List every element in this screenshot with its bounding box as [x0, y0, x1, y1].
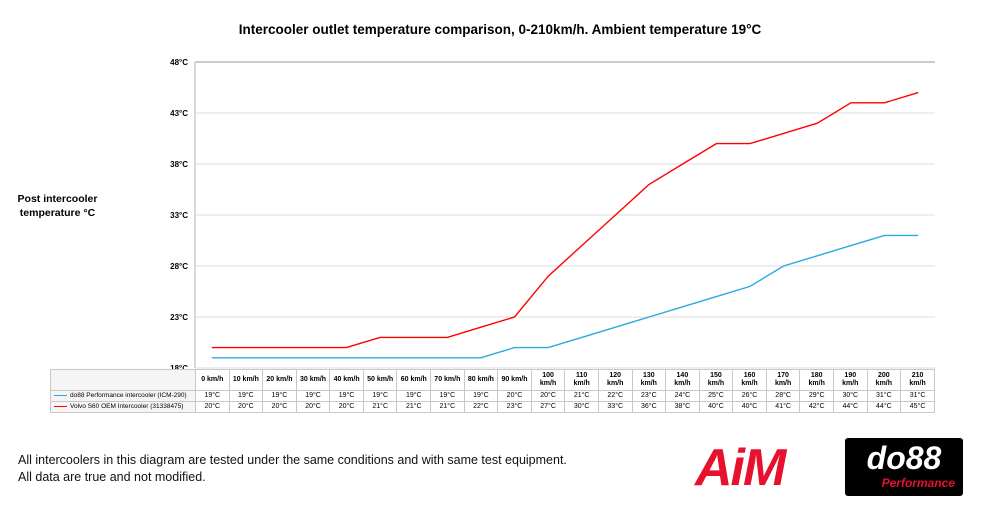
value-cell: 29°C [799, 390, 834, 402]
value-cell: 23°C [497, 401, 532, 413]
y-tick-label: 28°C [170, 261, 188, 271]
value-cell: 19°C [396, 390, 432, 402]
speed-header-cell: 20 km/h [262, 369, 297, 391]
legend-header-cell [50, 369, 196, 391]
speed-header-cell: 100 km/h [530, 369, 566, 391]
value-cell: 44°C [866, 401, 902, 413]
speed-header-cell: 170 km/h [765, 369, 801, 391]
footer-line1: All intercoolers in this diagram are tes… [18, 453, 567, 467]
value-cell: 41°C [765, 401, 801, 413]
value-cell: 38°C [665, 401, 700, 413]
table-row: do88 Performance intercooler (ICM-290) 19… [50, 390, 935, 402]
legend-line-marker [54, 405, 67, 407]
speed-header-cell: 60 km/h [396, 369, 432, 391]
series-label: Volvo S60 OEM Intercooler (31338475) [70, 403, 184, 411]
series-line-0 [211, 234, 919, 359]
series-legend-cell: Volvo S60 OEM Intercooler (31338475) [50, 401, 196, 413]
do88-logo-subtext: Performance [881, 476, 955, 490]
speed-header-cell: 130 km/h [631, 369, 667, 391]
series-legend-cell: do88 Performance intercooler (ICM-290) [50, 390, 196, 402]
aim-logo: AiM [695, 439, 786, 497]
series-line-1 [211, 91, 919, 349]
line-chart [194, 61, 935, 369]
speed-header-cell: 10 km/h [228, 369, 264, 391]
speed-header-cell: 50 km/h [362, 369, 398, 391]
speed-header-cell: 110 km/h [564, 369, 599, 391]
y-tick-label: 23°C [170, 312, 188, 322]
value-cell: 20°C [262, 401, 297, 413]
value-cell: 26°C [732, 390, 767, 402]
value-cell: 22°C [463, 401, 499, 413]
value-cell: 19°C [195, 390, 230, 402]
speed-header-cell: 80 km/h [463, 369, 499, 391]
chart-title: Intercooler outlet temperature compariso… [238, 22, 762, 37]
speed-header-cell: 30 km/h [295, 369, 331, 391]
legend-line-marker [54, 394, 67, 396]
value-cell: 19°C [362, 390, 398, 402]
do88-logo-text: do88 [866, 440, 942, 476]
speed-header-cell: 200 km/h [866, 369, 902, 391]
y-tick-label: 43°C [170, 108, 188, 118]
y-axis-label-line2: temperature °C [19, 207, 96, 220]
footer-text: All intercoolers in this diagram are tes… [18, 452, 567, 486]
value-cell: 19°C [329, 390, 364, 402]
value-cell: 33°C [597, 401, 633, 413]
value-cell: 27°C [530, 401, 566, 413]
y-tick-label: 33°C [170, 210, 188, 220]
value-cell: 21°C [396, 401, 432, 413]
y-axis-label: Post intercooler temperature °C [10, 192, 105, 220]
value-cell: 31°C [866, 390, 902, 402]
value-cell: 30°C [832, 390, 868, 402]
speed-header-cell: 190 km/h [832, 369, 868, 391]
value-cell: 20°C [295, 401, 331, 413]
speed-header-cell: 40 km/h [329, 369, 364, 391]
value-cell: 44°C [832, 401, 868, 413]
value-cell: 23°C [631, 390, 667, 402]
value-cell: 31°C [900, 390, 935, 402]
value-cell: 30°C [564, 401, 599, 413]
value-cell: 21°C [564, 390, 599, 402]
value-cell: 36°C [631, 401, 667, 413]
value-cell: 42°C [799, 401, 834, 413]
value-cell: 20°C [195, 401, 230, 413]
speed-header-cell: 180 km/h [799, 369, 834, 391]
table-row: Volvo S60 OEM Intercooler (31338475) 20°C… [50, 401, 935, 413]
value-cell: 40°C [698, 401, 734, 413]
value-cell: 21°C [362, 401, 398, 413]
value-cell: 25°C [698, 390, 734, 402]
value-cell: 22°C [597, 390, 633, 402]
speed-header-cell: 150 km/h [698, 369, 734, 391]
value-cell: 21°C [430, 401, 465, 413]
speed-header-cell: 210 km/h [900, 369, 935, 391]
value-cell: 19°C [463, 390, 499, 402]
value-cell: 19°C [430, 390, 465, 402]
speed-header-cell: 0 km/h [195, 369, 230, 391]
value-cell: 20°C [497, 390, 532, 402]
footer-line2: All data are true and not modified. [18, 469, 206, 484]
value-cell: 45°C [900, 401, 935, 413]
value-cell: 24°C [665, 390, 700, 402]
value-cell: 19°C [228, 390, 264, 402]
value-cell: 28°C [765, 390, 801, 402]
value-cell: 19°C [295, 390, 331, 402]
do88-logo: do88 Performance [845, 438, 963, 496]
speed-header-cell: 140 km/h [665, 369, 700, 391]
speed-header-cell: 90 km/h [497, 369, 532, 391]
series-label: do88 Performance intercooler (ICM-290) [70, 392, 187, 400]
value-cell: 20°C [228, 401, 264, 413]
value-cell: 40°C [732, 401, 767, 413]
value-cell: 19°C [262, 390, 297, 402]
speed-header-cell: 70 km/h [430, 369, 465, 391]
speed-header-cell: 120 km/h [597, 369, 633, 391]
data-table: 0 km/h 10 km/h 20 km/h 30 km/h 40 km/h 50 km/… [50, 369, 935, 413]
value-cell: 20°C [329, 401, 364, 413]
y-tick-label: 38°C [170, 159, 188, 169]
value-cell: 20°C [530, 390, 566, 402]
y-tick-label: 48°C [170, 57, 188, 67]
y-axis-label-line1: Post intercooler [17, 193, 98, 205]
speed-header-cell: 160 km/h [732, 369, 767, 391]
plot-area [194, 61, 935, 369]
y-tick-label: 18°C [170, 363, 188, 373]
